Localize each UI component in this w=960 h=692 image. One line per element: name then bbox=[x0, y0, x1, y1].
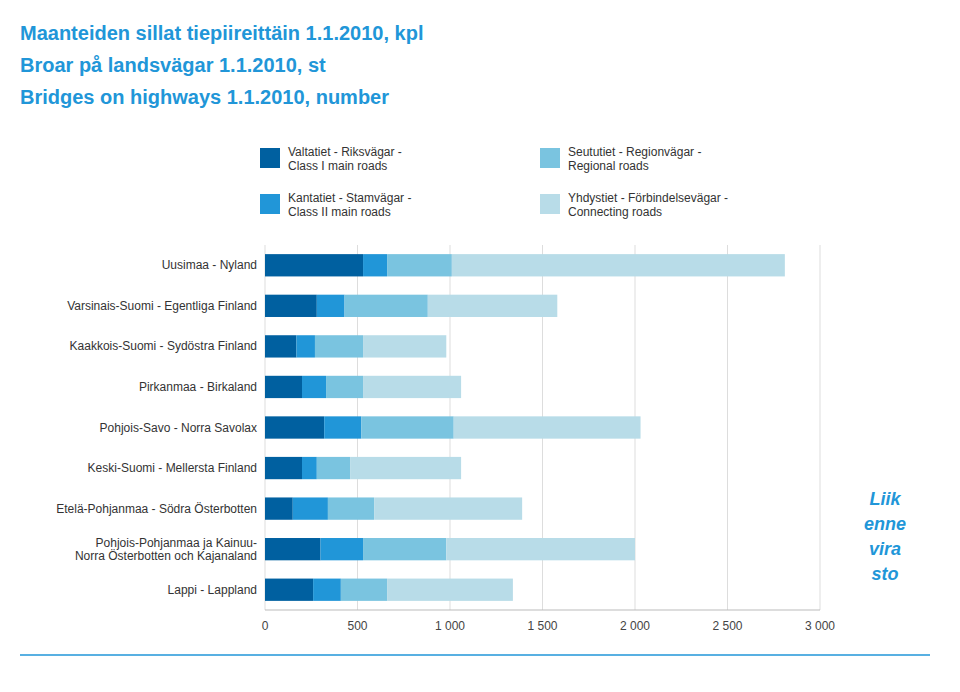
bar-segment bbox=[293, 497, 328, 519]
x-tick-label: 0 bbox=[262, 619, 269, 633]
legend-label-line: Regional roads bbox=[568, 159, 649, 173]
chart: Maanteiden sillat tiepiireittäin 1.1.201… bbox=[0, 0, 960, 692]
y-tick-label: Etelä-Pohjanmaa - Södra Österbotten bbox=[56, 502, 257, 516]
bar-segment bbox=[428, 295, 558, 317]
bar-segment bbox=[317, 457, 350, 479]
title: Broar på landsvägar 1.1.2010, st bbox=[20, 54, 326, 76]
bar-segment bbox=[265, 376, 302, 398]
legend-item: Valtatiet - Riksvägar -Class I main road… bbox=[260, 145, 402, 173]
legend-item: Kantatiet - Stamvägar -Class II main roa… bbox=[260, 191, 411, 219]
bar-segment bbox=[302, 457, 317, 479]
legend-swatch bbox=[260, 194, 280, 214]
bar-segment bbox=[328, 497, 374, 519]
y-tick-label-line: Etelä-Pohjanmaa - Södra Österbotten bbox=[56, 502, 257, 516]
legend-label: Valtatiet - Riksvägar -Class I main road… bbox=[288, 145, 402, 173]
bar-segment bbox=[454, 416, 641, 438]
legend-label: Kantatiet - Stamvägar -Class II main roa… bbox=[288, 191, 411, 219]
grid bbox=[265, 245, 820, 610]
y-tick-label: Pohjois-Savo - Norra Savolax bbox=[100, 421, 257, 435]
bar-segment bbox=[265, 497, 293, 519]
bar-segment bbox=[302, 376, 326, 398]
legend-label-line: Connecting roads bbox=[568, 205, 662, 219]
x-tick-label: 1 000 bbox=[435, 619, 465, 633]
bar-segment bbox=[296, 335, 315, 357]
x-axis-line bbox=[265, 610, 820, 611]
legend-label-line: Valtatiet - Riksvägar - bbox=[288, 145, 402, 159]
legend-label: Yhdystiet - Förbindelsevägar -Connecting… bbox=[568, 191, 728, 219]
bar-segment bbox=[363, 335, 446, 357]
y-tick-label-line: Pohjois-Savo - Norra Savolax bbox=[100, 421, 257, 435]
logo-text: sto bbox=[872, 564, 899, 584]
y-tick-label-line: Uusimaa - Nyland bbox=[162, 258, 257, 272]
legend-label-line: Class I main roads bbox=[288, 159, 387, 173]
bar-segment bbox=[321, 538, 364, 560]
y-tick-label: Uusimaa - Nyland bbox=[162, 258, 257, 272]
bar-segment bbox=[265, 254, 363, 276]
bar-segment bbox=[363, 376, 461, 398]
bar-segment bbox=[317, 295, 345, 317]
logo-text: vira bbox=[869, 539, 901, 559]
x-tick-label: 2 000 bbox=[620, 619, 650, 633]
x-tick-label: 1 500 bbox=[527, 619, 557, 633]
legend-item: Yhdystiet - Förbindelsevägar -Connecting… bbox=[540, 191, 728, 219]
bottom-rule bbox=[20, 654, 930, 656]
bar-segment bbox=[446, 538, 635, 560]
legend-label-line: Yhdystiet - Förbindelsevägar - bbox=[568, 191, 728, 205]
bar-segment bbox=[315, 335, 363, 357]
y-tick-label: Kaakkois-Suomi - Sydöstra Finland bbox=[70, 339, 257, 353]
y-tick-label: Pohjois-Pohjanmaa ja Kainuu-Norra Österb… bbox=[75, 536, 257, 563]
legend-swatch bbox=[540, 194, 560, 214]
legend-swatch bbox=[540, 148, 560, 168]
bar-segment bbox=[345, 295, 428, 317]
legend-label-line: Kantatiet - Stamvägar - bbox=[288, 191, 411, 205]
bar-segment bbox=[361, 416, 454, 438]
logo-text: Liik bbox=[869, 489, 901, 509]
title: Maanteiden sillat tiepiireittäin 1.1.201… bbox=[20, 22, 423, 44]
y-tick-label: Pirkanmaa - Birkaland bbox=[139, 380, 257, 394]
y-tick-label: Keski-Suomi - Mellersta Finland bbox=[88, 461, 257, 475]
y-tick-label-line: Pohjois-Pohjanmaa ja Kainuu- bbox=[96, 536, 257, 550]
bar-segment bbox=[363, 538, 446, 560]
bar-segment bbox=[350, 457, 461, 479]
y-tick-label-line: Norra Österbotten och Kajanaland bbox=[75, 549, 257, 563]
legend-label-line: Seututiet - Regionvägar - bbox=[568, 145, 701, 159]
bar-segment bbox=[326, 376, 363, 398]
bar-segment bbox=[363, 254, 387, 276]
bar-segment bbox=[374, 497, 522, 519]
legend-label-line: Class II main roads bbox=[288, 205, 391, 219]
title: Bridges on highways 1.1.2010, number bbox=[20, 86, 389, 108]
bars bbox=[265, 254, 785, 601]
x-tick-label: 2 500 bbox=[712, 619, 742, 633]
background bbox=[0, 0, 960, 692]
y-tick-label-line: Pirkanmaa - Birkaland bbox=[139, 380, 257, 394]
bar-segment bbox=[324, 416, 361, 438]
y-tick-label-line: Kaakkois-Suomi - Sydöstra Finland bbox=[70, 339, 257, 353]
logo-text: enne bbox=[864, 514, 906, 534]
bar-segment bbox=[313, 579, 341, 601]
bar-segment bbox=[387, 579, 513, 601]
bar-segment bbox=[265, 538, 321, 560]
y-tick-label: Lappi - Lappland bbox=[168, 583, 257, 597]
grid-line bbox=[820, 245, 821, 610]
legend-label: Seututiet - Regionvägar -Regional roads bbox=[568, 145, 701, 173]
y-tick-label-line: Keski-Suomi - Mellersta Finland bbox=[88, 461, 257, 475]
bar-segment bbox=[387, 254, 452, 276]
y-tick-label: Varsinais-Suomi - Egentliga Finland bbox=[67, 299, 257, 313]
bar-segment bbox=[265, 457, 302, 479]
x-tick-label: 500 bbox=[347, 619, 367, 633]
bar-segment bbox=[265, 295, 317, 317]
legend-swatch bbox=[260, 148, 280, 168]
bar-segment bbox=[265, 579, 313, 601]
bar-segment bbox=[341, 579, 387, 601]
bar-segment bbox=[265, 335, 296, 357]
grid-line bbox=[727, 245, 728, 610]
legend-item: Seututiet - Regionvägar -Regional roads bbox=[540, 145, 701, 173]
x-tick-label: 3 000 bbox=[805, 619, 835, 633]
y-tick-label-line: Varsinais-Suomi - Egentliga Finland bbox=[67, 299, 257, 313]
bar-segment bbox=[452, 254, 785, 276]
bar-segment bbox=[265, 416, 324, 438]
y-tick-label-line: Lappi - Lappland bbox=[168, 583, 257, 597]
